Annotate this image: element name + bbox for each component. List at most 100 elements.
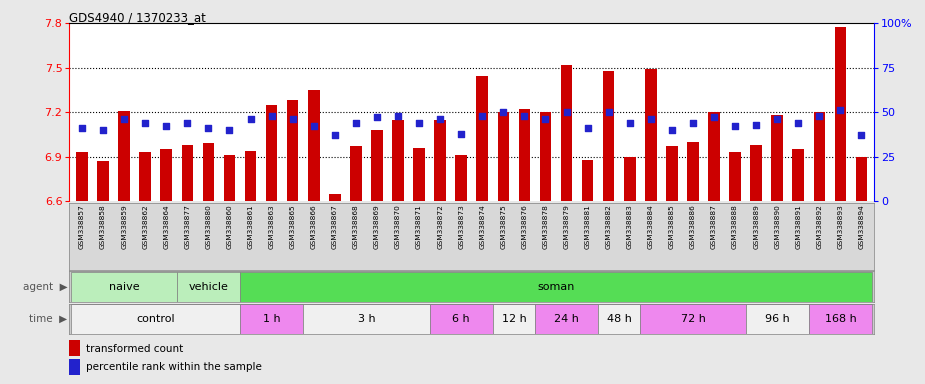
Point	[370, 114, 385, 121]
Bar	[71, 272, 177, 301]
Bar	[640, 305, 746, 334]
Point	[791, 120, 806, 126]
Bar	[808, 305, 872, 334]
Text: time  ▶: time ▶	[30, 314, 68, 324]
Bar	[709, 112, 720, 201]
Point	[559, 109, 574, 115]
Bar	[687, 142, 698, 201]
Point	[601, 109, 616, 115]
Text: 24 h: 24 h	[554, 314, 579, 324]
Text: 1 h: 1 h	[263, 314, 280, 324]
Bar	[561, 65, 573, 201]
Point	[748, 121, 763, 127]
Bar	[519, 109, 530, 201]
Text: GSM338868: GSM338868	[352, 204, 359, 249]
Text: GSM338878: GSM338878	[542, 204, 549, 249]
Text: GSM338890: GSM338890	[774, 204, 780, 249]
Bar	[856, 157, 868, 201]
Text: GSM338869: GSM338869	[374, 204, 380, 249]
Text: GSM338886: GSM338886	[690, 204, 696, 249]
Bar	[429, 305, 493, 334]
Text: 6 h: 6 h	[452, 314, 470, 324]
Point	[201, 125, 216, 131]
Bar	[603, 71, 614, 201]
Bar	[539, 112, 551, 201]
Point	[349, 120, 364, 126]
Bar	[598, 305, 640, 334]
Bar	[535, 305, 598, 334]
Bar	[435, 119, 446, 201]
Text: GSM338894: GSM338894	[858, 204, 865, 249]
Bar	[265, 105, 278, 201]
Bar	[476, 76, 488, 201]
Text: GSM338874: GSM338874	[479, 204, 486, 249]
Bar	[224, 155, 235, 201]
Text: transformed count: transformed count	[86, 344, 183, 354]
Text: 72 h: 72 h	[681, 314, 706, 324]
Text: GSM338888: GSM338888	[732, 204, 738, 249]
Point	[285, 116, 300, 122]
Text: 48 h: 48 h	[607, 314, 632, 324]
Point	[454, 131, 469, 137]
Bar	[308, 90, 319, 201]
Text: GSM338880: GSM338880	[205, 204, 212, 249]
Text: percentile rank within the sample: percentile rank within the sample	[86, 362, 262, 372]
Point	[812, 113, 827, 119]
Bar	[413, 148, 425, 201]
Text: 96 h: 96 h	[765, 314, 790, 324]
Bar	[746, 305, 808, 334]
Bar	[493, 305, 535, 334]
Point	[138, 120, 153, 126]
Text: control: control	[136, 314, 175, 324]
Bar	[666, 146, 678, 201]
Bar	[71, 305, 240, 334]
Bar	[161, 149, 172, 201]
Text: GSM338884: GSM338884	[648, 204, 654, 249]
Bar	[245, 151, 256, 201]
Point	[833, 107, 848, 113]
Text: GSM338870: GSM338870	[395, 204, 401, 249]
Point	[707, 114, 722, 121]
Point	[517, 113, 532, 119]
Bar	[350, 146, 362, 201]
Point	[327, 132, 342, 138]
Bar	[392, 119, 404, 201]
Bar	[177, 272, 240, 301]
Point	[644, 116, 659, 122]
Text: 3 h: 3 h	[358, 314, 376, 324]
Text: GSM338858: GSM338858	[100, 204, 106, 249]
Point	[412, 120, 426, 126]
Point	[580, 125, 595, 131]
Text: GSM338893: GSM338893	[837, 204, 844, 249]
Text: GSM338863: GSM338863	[268, 204, 275, 249]
Point	[854, 132, 869, 138]
Bar	[181, 145, 193, 201]
Bar	[455, 155, 467, 201]
Text: 168 h: 168 h	[824, 314, 857, 324]
Point	[685, 120, 700, 126]
Text: GSM338875: GSM338875	[500, 204, 506, 249]
Text: GSM338877: GSM338877	[184, 204, 191, 249]
Point	[95, 127, 110, 133]
Bar	[76, 152, 88, 201]
Point	[623, 120, 637, 126]
Point	[390, 113, 405, 119]
Bar	[97, 161, 109, 201]
Point	[728, 123, 743, 129]
Text: GSM338887: GSM338887	[711, 204, 717, 249]
Bar	[329, 194, 340, 201]
Text: GSM338872: GSM338872	[438, 204, 443, 249]
Text: GSM338883: GSM338883	[627, 204, 633, 249]
Text: GSM338867: GSM338867	[332, 204, 338, 249]
Point	[475, 113, 489, 119]
Bar	[303, 305, 429, 334]
Bar	[582, 160, 594, 201]
Text: GSM338889: GSM338889	[753, 204, 759, 249]
Text: GSM338876: GSM338876	[522, 204, 527, 249]
Text: GSM338861: GSM338861	[248, 204, 253, 249]
Point	[75, 125, 90, 131]
Point	[180, 120, 195, 126]
Point	[770, 116, 784, 122]
Text: GSM338885: GSM338885	[669, 204, 675, 249]
Text: GSM338871: GSM338871	[416, 204, 422, 249]
